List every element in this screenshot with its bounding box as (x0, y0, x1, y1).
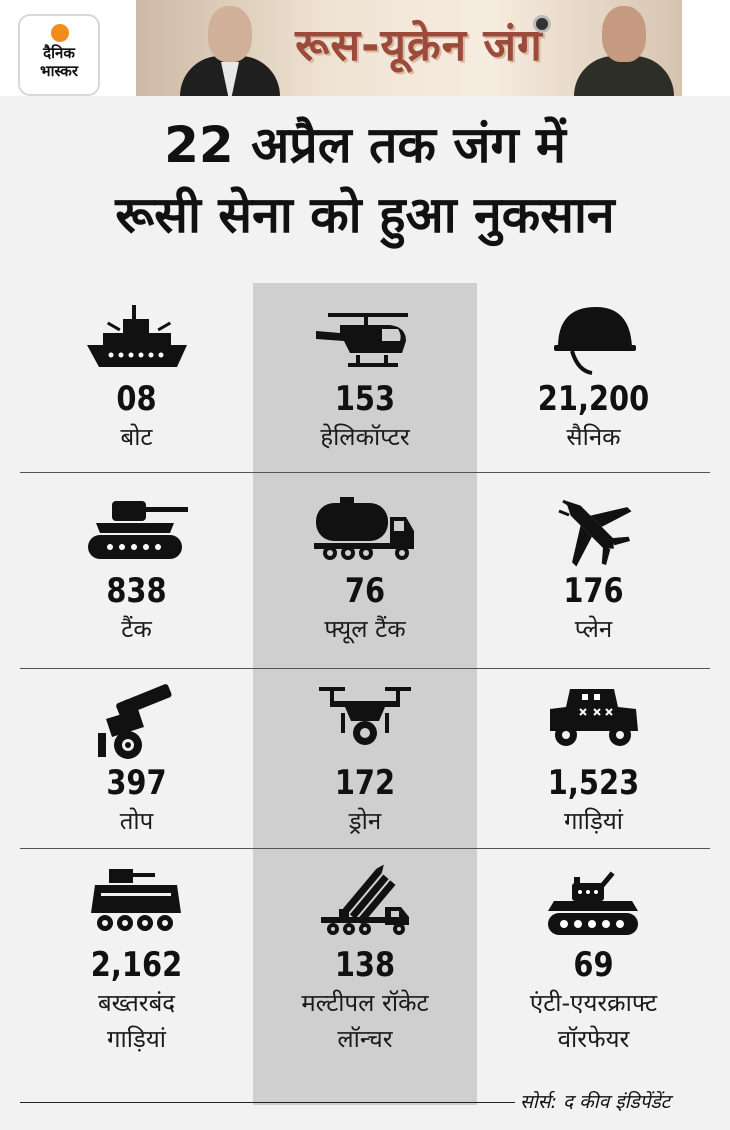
stat-cell: 08 बोट (20, 295, 253, 472)
military-vehicle-icon (549, 689, 638, 746)
leader-portrait-left (176, 2, 284, 96)
stat-cell: 138 मल्टीपल रॉकेट लॉन्चर (253, 861, 477, 1105)
stat-value: 76 (344, 571, 386, 611)
stat-value: 176 (563, 571, 624, 611)
stat-value: 2,162 (90, 945, 183, 985)
dainik-bhaskar-logo[interactable]: दैनिक भास्कर (18, 14, 100, 96)
logo-text-line1: दैनिक (43, 44, 75, 62)
grid-row: 838 टैंक 76 फ्यूल टैंक (20, 473, 710, 669)
stat-label: एंटी-एयरक्राफ्ट (529, 989, 658, 1017)
stat-label: बोट (120, 423, 153, 451)
anti-aircraft-icon (547, 871, 638, 935)
leader-portrait-right (570, 2, 678, 96)
stat-value: 172 (334, 763, 396, 803)
stat-value: 838 (106, 571, 167, 611)
stat-label: गाड़ियां (564, 807, 623, 835)
stat-cell: 2,162 बख्तरबंद गाड़ियां (20, 861, 253, 1105)
tank-icon (87, 501, 188, 559)
helicopter-icon (316, 313, 408, 367)
war-banner: रूस-यूक्रेन जंग (136, 0, 682, 96)
losses-grid: 08 बोट 153 हेलिकॉप्टर 21,200 सैनिक (20, 283, 710, 1105)
title-line-2: रूसी सेना को हुआ नुकसान (115, 186, 615, 244)
rocket-launcher-icon (321, 864, 409, 935)
stat-label: सैनिक (566, 423, 621, 451)
stat-value: 08 (116, 379, 157, 419)
stat-cell: 69 एंटी-एयरक्राफ्ट वॉरफेयर (477, 861, 710, 1105)
stat-value: 153 (334, 379, 396, 419)
stat-label: ड्रोन (348, 807, 382, 835)
stat-value: 397 (106, 763, 167, 803)
stat-cell: 153 हेलिकॉप्टर (253, 295, 477, 472)
helmet-icon (553, 307, 636, 375)
stat-label-line2: वॉरफेयर (557, 1025, 630, 1053)
source-credit: सोर्स: द कीव इंडिपेंडेंट (520, 1091, 671, 1113)
stat-cell: 21,200 सैनिक (477, 295, 710, 472)
stat-value: 1,523 (547, 763, 640, 803)
grid-row: 397 तोप 172 ड्रोन 1,523 (20, 669, 710, 849)
stat-cell: 176 प्लेन (477, 487, 710, 668)
stat-cell: 838 टैंक (20, 487, 253, 668)
stat-label: फ्यूल टैंक (324, 615, 406, 643)
highlight-column (253, 283, 477, 1105)
grid-row: 2,162 बख्तरबंद गाड़ियां 138 मल्टीपल (20, 849, 710, 1105)
stat-cell: 1,523 गाड़ियां (477, 679, 710, 848)
source-divider (20, 1102, 515, 1103)
boat-icon (86, 305, 187, 367)
stat-label: मल्टीपल रॉकेट (301, 989, 429, 1017)
stat-label: बख्तरबंद (97, 989, 176, 1017)
fighter-plane-icon (557, 499, 631, 567)
stat-value: 69 (573, 945, 614, 985)
bullet-hole-icon (536, 18, 548, 30)
stat-label: प्लेन (574, 615, 613, 643)
stat-label-line2: गाड़ियां (107, 1025, 166, 1053)
armored-vehicle-icon (90, 869, 181, 931)
banner-title: रूस-यूक्रेन जंग (295, 20, 543, 71)
stat-label-line2: लॉन्चर (337, 1025, 393, 1053)
stat-cell: 172 ड्रोन (253, 679, 477, 848)
stat-cell: 397 तोप (20, 679, 253, 848)
header: दैनिक भास्कर रूस-यूक्रेन जंग (0, 0, 730, 96)
page-title: 22 अप्रैल तक जंग में रूसी सेना को हुआ नु… (0, 110, 730, 250)
stat-cell: 76 फ्यूल टैंक (253, 487, 477, 668)
stat-value: 138 (334, 945, 396, 985)
sun-icon (51, 24, 69, 42)
stat-value: 21,200 (537, 379, 650, 419)
artillery-icon (97, 684, 171, 759)
title-line-1: 22 अप्रैल तक जंग में (164, 116, 566, 174)
stat-label: टैंक (121, 615, 152, 643)
grid-row: 08 बोट 153 हेलिकॉप्टर 21,200 सैनिक (20, 283, 710, 473)
stat-label: तोप (119, 807, 154, 835)
stat-label: हेलिकॉप्टर (320, 423, 410, 451)
drone-icon (319, 687, 411, 745)
logo-text-line2: भास्कर (40, 62, 78, 80)
fuel-truck-icon (314, 497, 414, 560)
